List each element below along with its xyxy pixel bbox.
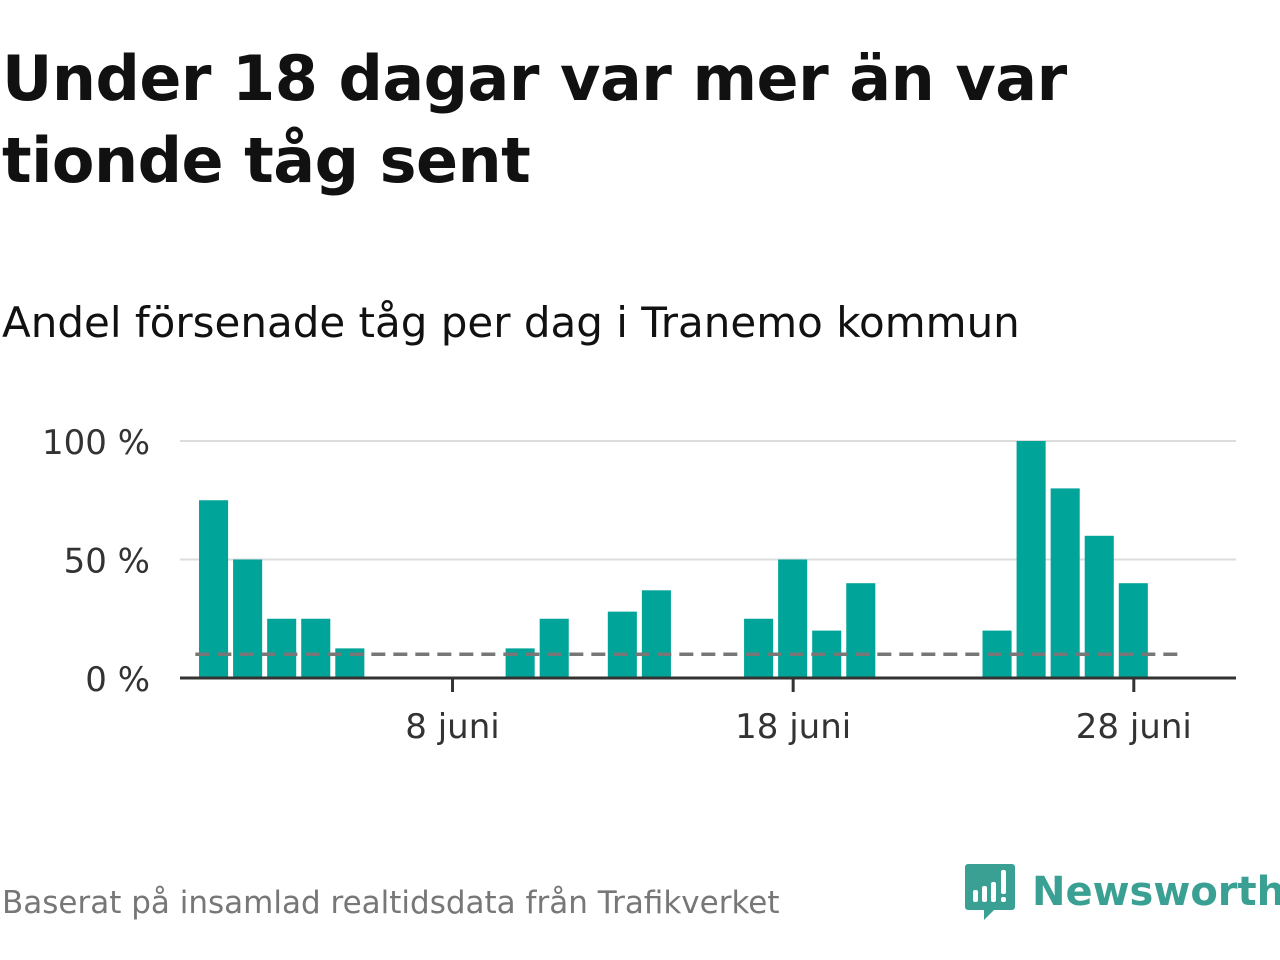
bar xyxy=(607,611,637,678)
newsworthy-logo: Newsworthy xyxy=(964,862,1280,922)
bar xyxy=(1016,441,1046,678)
x-tick-label: 18 juni xyxy=(735,707,851,747)
bar xyxy=(778,559,808,678)
bar xyxy=(1050,488,1080,678)
source-note: Baserat på insamlad realtidsdata från Tr… xyxy=(2,885,780,921)
bar xyxy=(199,500,229,678)
logo-chart-icon xyxy=(965,864,1015,920)
bar xyxy=(233,559,263,678)
y-tick-label: 0 % xyxy=(85,660,150,700)
bar xyxy=(267,618,297,678)
bar xyxy=(1118,583,1148,678)
x-tick-label: 28 juni xyxy=(1076,707,1192,747)
chart-title: Under 18 dagar var mer än var tionde tåg… xyxy=(2,42,1067,197)
x-tick-label: 8 juni xyxy=(405,707,499,747)
bar xyxy=(744,618,774,678)
y-tick-label: 50 % xyxy=(64,542,150,582)
bar xyxy=(1084,535,1114,678)
bar xyxy=(539,618,569,678)
bar xyxy=(846,583,876,678)
chart-subtitle: Andel försenade tåg per dag i Tranemo ko… xyxy=(2,298,1020,347)
bar xyxy=(301,618,331,678)
bar xyxy=(641,590,671,678)
y-tick-label: 100 % xyxy=(42,423,150,463)
logo-text: Newsworthy xyxy=(1032,869,1280,915)
bar-chart: 0 % 50 % 100 % 8 juni 18 juni 28 juni xyxy=(42,423,1236,747)
